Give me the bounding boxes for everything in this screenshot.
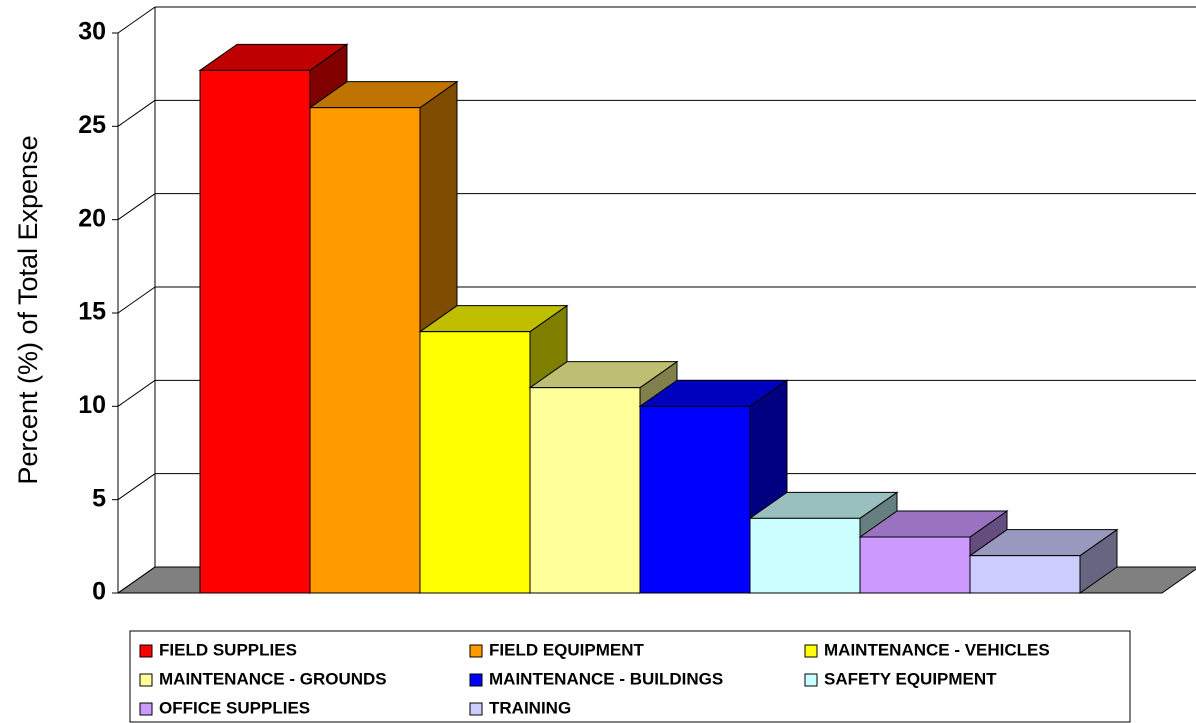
bar bbox=[419, 331, 531, 594]
bar bbox=[199, 69, 311, 594]
bar bbox=[859, 536, 971, 594]
side-grid-line bbox=[117, 286, 156, 314]
legend-box bbox=[129, 630, 1131, 723]
legend-swatch bbox=[139, 644, 153, 658]
bar bbox=[529, 387, 641, 594]
y-tick-label: 15 bbox=[78, 298, 106, 326]
side-grid-line bbox=[117, 193, 156, 221]
side-grid-line bbox=[117, 379, 156, 407]
y-tick-label: 10 bbox=[78, 391, 106, 419]
legend-swatch bbox=[139, 702, 153, 716]
legend-label: MAINTENANCE - GROUNDS bbox=[159, 669, 387, 688]
legend-label: MAINTENANCE - VEHICLES bbox=[824, 640, 1050, 659]
side-grid-line bbox=[117, 473, 156, 501]
legend-swatch bbox=[139, 673, 153, 687]
legend-label: SAFETY EQUIPMENT bbox=[824, 669, 997, 688]
bar bbox=[749, 517, 861, 594]
legend-label: OFFICE SUPPLIES bbox=[159, 698, 310, 717]
bar bbox=[639, 405, 751, 594]
side-grid-line bbox=[117, 6, 156, 34]
y-tick-label: 30 bbox=[78, 18, 106, 46]
y-tick-label: 5 bbox=[92, 484, 106, 512]
legend-swatch bbox=[469, 644, 483, 658]
legend-swatch bbox=[804, 673, 818, 687]
legend-label: TRAINING bbox=[489, 698, 571, 717]
legend-label: FIELD EQUIPMENT bbox=[489, 640, 645, 659]
side-grid-line bbox=[117, 566, 156, 594]
legend-swatch bbox=[469, 673, 483, 687]
bar bbox=[309, 107, 421, 594]
y-tick-label: 20 bbox=[78, 204, 106, 232]
legend-swatch bbox=[469, 702, 483, 716]
bar bbox=[969, 555, 1081, 594]
legend-label: MAINTENANCE - BUILDINGS bbox=[489, 669, 723, 688]
legend-swatch bbox=[804, 644, 818, 658]
y-tick-label: 0 bbox=[92, 578, 106, 606]
y-tick-label: 25 bbox=[78, 111, 106, 139]
legend-label: FIELD SUPPLIES bbox=[159, 640, 297, 659]
y-axis-title: Percent (%) of Total Expense bbox=[13, 135, 43, 484]
side-grid-line bbox=[117, 99, 156, 127]
